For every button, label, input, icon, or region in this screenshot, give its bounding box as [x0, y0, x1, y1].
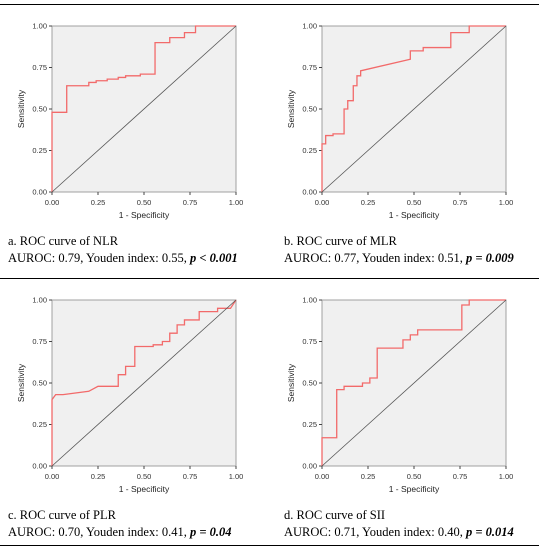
x-tick-label: 1.00: [499, 198, 514, 207]
caption-p-value: p = 0.009: [465, 251, 514, 265]
y-tick-label: 0.50: [32, 105, 47, 114]
x-axis-label: 1 - Specificity: [119, 484, 170, 494]
x-tick-label: 0.25: [361, 198, 376, 207]
y-tick-label: 0.50: [302, 105, 317, 114]
x-axis-label: 1 - Specificity: [389, 210, 440, 220]
x-tick-label: 0.50: [407, 472, 422, 481]
roc-curve-line: [51, 25, 236, 192]
y-tick-label: 1.00: [32, 296, 47, 305]
caption-stats-text: AUROC: 0.71, Youden index: 0.40,: [284, 525, 463, 539]
y-tick-label: 0.00: [302, 462, 317, 471]
caption-title-mlr: b. ROC curve of MLR: [284, 234, 397, 248]
middle-rule: [0, 278, 539, 279]
roc-curve-line: [321, 25, 506, 192]
reference-diagonal-line: [51, 25, 237, 193]
x-tick-label: 1.00: [229, 472, 244, 481]
y-axis-label: Sensitivity: [286, 89, 296, 128]
roc-panel-sii: 0.00 0.25 0.50 0.75 1.00 0.00 0.25 0.50 0.75 1.00…: [270, 278, 539, 545]
caption-stats-sii: AUROC: 0.71, Youden index: 0.40, p = 0.0…: [284, 525, 514, 540]
y-axis-label: Sensitivity: [286, 363, 296, 402]
y-tick-label: 0.50: [302, 379, 317, 388]
roc-chart-sii: 0.00 0.25 0.50 0.75 1.00 0.00 0.25 0.50 0.75 1.00…: [286, 296, 514, 495]
y-tick-label: 0.25: [32, 146, 47, 155]
y-tick-label: 0.75: [302, 63, 317, 72]
x-tick-label: 0.00: [45, 198, 60, 207]
y-tick-label: 0.50: [32, 379, 47, 388]
x-tick-label: 0.75: [453, 472, 468, 481]
x-tick-label: 0.75: [453, 198, 468, 207]
caption-stats-text: AUROC: 0.77, Youden index: 0.51,: [284, 251, 463, 265]
y-tick-label: 0.00: [302, 188, 317, 197]
x-tick-label: 0.00: [315, 472, 330, 481]
y-tick-label: 0.75: [32, 337, 47, 346]
y-tick-label: 0.25: [302, 420, 317, 429]
y-tick-label: 0.25: [302, 146, 317, 155]
y-tick-label: 0.00: [32, 188, 47, 197]
y-tick-label: 0.00: [32, 462, 47, 471]
roc-chart-nlr: 0.00 0.25 0.50 0.75 1.00 0.00 0.25 0.50 0.75 1.00…: [16, 22, 244, 221]
y-axis-label: Sensitivity: [16, 89, 26, 128]
caption-p-value: p < 0.001: [189, 251, 238, 265]
caption-p-value: p = 0.014: [465, 525, 514, 539]
roc-curve-line: [51, 299, 237, 466]
x-tick-label: 0.50: [137, 198, 152, 207]
y-tick-label: 1.00: [302, 296, 317, 305]
x-tick-label: 1.00: [229, 198, 244, 207]
x-axis-label: 1 - Specificity: [119, 210, 170, 220]
x-tick-label: 0.25: [361, 472, 376, 481]
x-tick-label: 0.00: [45, 472, 60, 481]
caption-title-nlr: a. ROC curve of NLR: [8, 234, 119, 248]
y-axis-label: Sensitivity: [16, 363, 26, 402]
roc-chart-mlr: 0.00 0.25 0.50 0.75 1.00 0.00 0.25 0.50 0.75 1.00…: [286, 22, 514, 221]
reference-diagonal-line: [321, 299, 507, 467]
x-tick-label: 0.75: [183, 472, 198, 481]
bottom-rule: [0, 545, 539, 546]
y-tick-label: 1.00: [302, 22, 317, 31]
caption-title-plr: c. ROC curve of PLR: [8, 508, 116, 522]
y-tick-label: 0.75: [302, 337, 317, 346]
roc-panel-plr: 0.00 0.25 0.50 0.75 1.00 0.00 0.25 0.50 0.75 1.00…: [0, 278, 270, 545]
caption-stats-text: AUROC: 0.79, Youden index: 0.55,: [8, 251, 187, 265]
caption-stats-mlr: AUROC: 0.77, Youden index: 0.51, p = 0.0…: [284, 251, 514, 266]
y-tick-label: 0.75: [32, 63, 47, 72]
x-tick-label: 0.75: [183, 198, 198, 207]
x-tick-label: 0.25: [91, 198, 106, 207]
x-tick-label: 0.00: [315, 198, 330, 207]
top-rule: [0, 4, 539, 5]
caption-stats-text: AUROC: 0.70, Youden index: 0.41,: [8, 525, 187, 539]
roc-curve-line: [321, 299, 506, 466]
x-tick-label: 0.50: [407, 198, 422, 207]
roc-panel-mlr: 0.00 0.25 0.50 0.75 1.00 0.00 0.25 0.50 0.75 1.00…: [270, 4, 539, 278]
caption-stats-plr: AUROC: 0.70, Youden index: 0.41, p = 0.0…: [8, 525, 231, 540]
x-tick-label: 0.25: [91, 472, 106, 481]
y-tick-label: 1.00: [32, 22, 47, 31]
reference-diagonal-line: [51, 299, 237, 467]
reference-diagonal-line: [321, 25, 507, 193]
caption-title-sii: d. ROC curve of SII: [284, 508, 386, 522]
x-tick-label: 0.50: [137, 472, 152, 481]
caption-p-value: p = 0.04: [189, 525, 232, 539]
x-axis-label: 1 - Specificity: [389, 484, 440, 494]
caption-stats-nlr: AUROC: 0.79, Youden index: 0.55, p < 0.0…: [8, 251, 238, 266]
y-tick-label: 0.25: [32, 420, 47, 429]
x-tick-label: 1.00: [499, 472, 514, 481]
roc-panel-nlr: 0.00 0.25 0.50 0.75 1.00 0.00 0.25 0.50 0.75 1.00…: [0, 4, 270, 278]
roc-chart-plr: 0.00 0.25 0.50 0.75 1.00 0.00 0.25 0.50 0.75 1.00…: [16, 296, 244, 495]
